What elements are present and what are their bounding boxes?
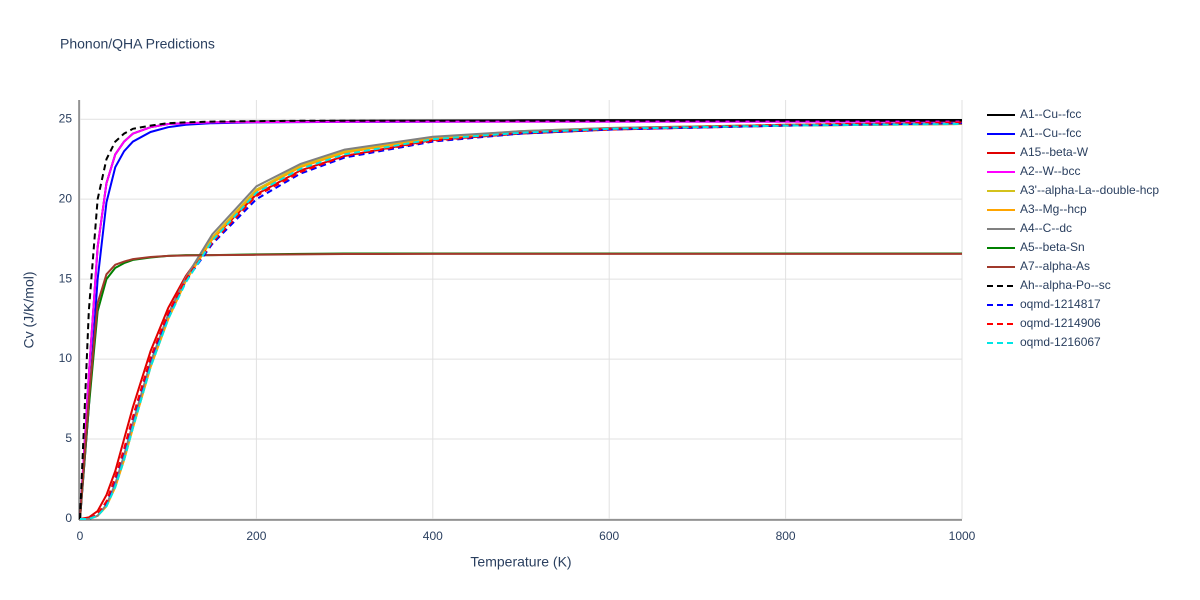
series-line — [80, 122, 963, 520]
legend-label: A2--W--bcc — [1020, 164, 1080, 178]
series-line — [80, 122, 963, 520]
x-tick-label: 200 — [246, 529, 266, 543]
x-tick-label: 600 — [599, 529, 619, 543]
legend-label: A1--Cu--fcc — [1020, 126, 1081, 140]
y-tick-label: 0 — [65, 511, 72, 525]
series-line — [79, 120, 962, 520]
y-axis-title: Cv (J/K/mol) — [21, 272, 37, 349]
series-line — [80, 122, 963, 520]
x-tick-label: 800 — [776, 529, 796, 543]
series-line — [79, 252, 962, 520]
legend-label: A7--alpha-As — [1020, 259, 1090, 273]
x-axis-title: Temperature (K) — [470, 554, 571, 570]
legend-label: A1--Cu--fcc — [1020, 107, 1081, 121]
legend-label: oqmd-1214817 — [1020, 297, 1101, 311]
legend-label: A15--beta-W — [1020, 145, 1089, 159]
series-line — [79, 120, 962, 520]
series-line — [79, 118, 962, 520]
series-line — [80, 122, 963, 520]
y-tick-label: 5 — [65, 431, 72, 445]
chart-title: Phonon/QHA Predictions — [60, 36, 215, 52]
series-line — [79, 119, 962, 520]
y-tick-label: 20 — [59, 191, 73, 205]
x-tick-label: 1000 — [949, 529, 976, 543]
legend-label: Ah--alpha-Po--sc — [1020, 278, 1111, 292]
legend-label: A4--C--dc — [1020, 221, 1072, 235]
series-line — [80, 122, 963, 520]
x-tick-label: 0 — [77, 529, 84, 543]
x-tick-label: 400 — [423, 529, 443, 543]
series-line — [79, 252, 962, 520]
legend-label: oqmd-1214906 — [1020, 316, 1101, 330]
legend-label: A5--beta-Sn — [1020, 240, 1085, 254]
y-tick-label: 25 — [59, 111, 73, 125]
legend-label: A3--Mg--hcp — [1020, 202, 1087, 216]
legend-label: A3'--alpha-La--double-hcp — [1020, 183, 1159, 197]
y-tick-label: 15 — [59, 271, 73, 285]
y-tick-label: 10 — [59, 351, 73, 365]
series-line — [80, 121, 963, 520]
series-line — [79, 122, 963, 520]
legend-label: oqmd-1216067 — [1020, 335, 1101, 349]
